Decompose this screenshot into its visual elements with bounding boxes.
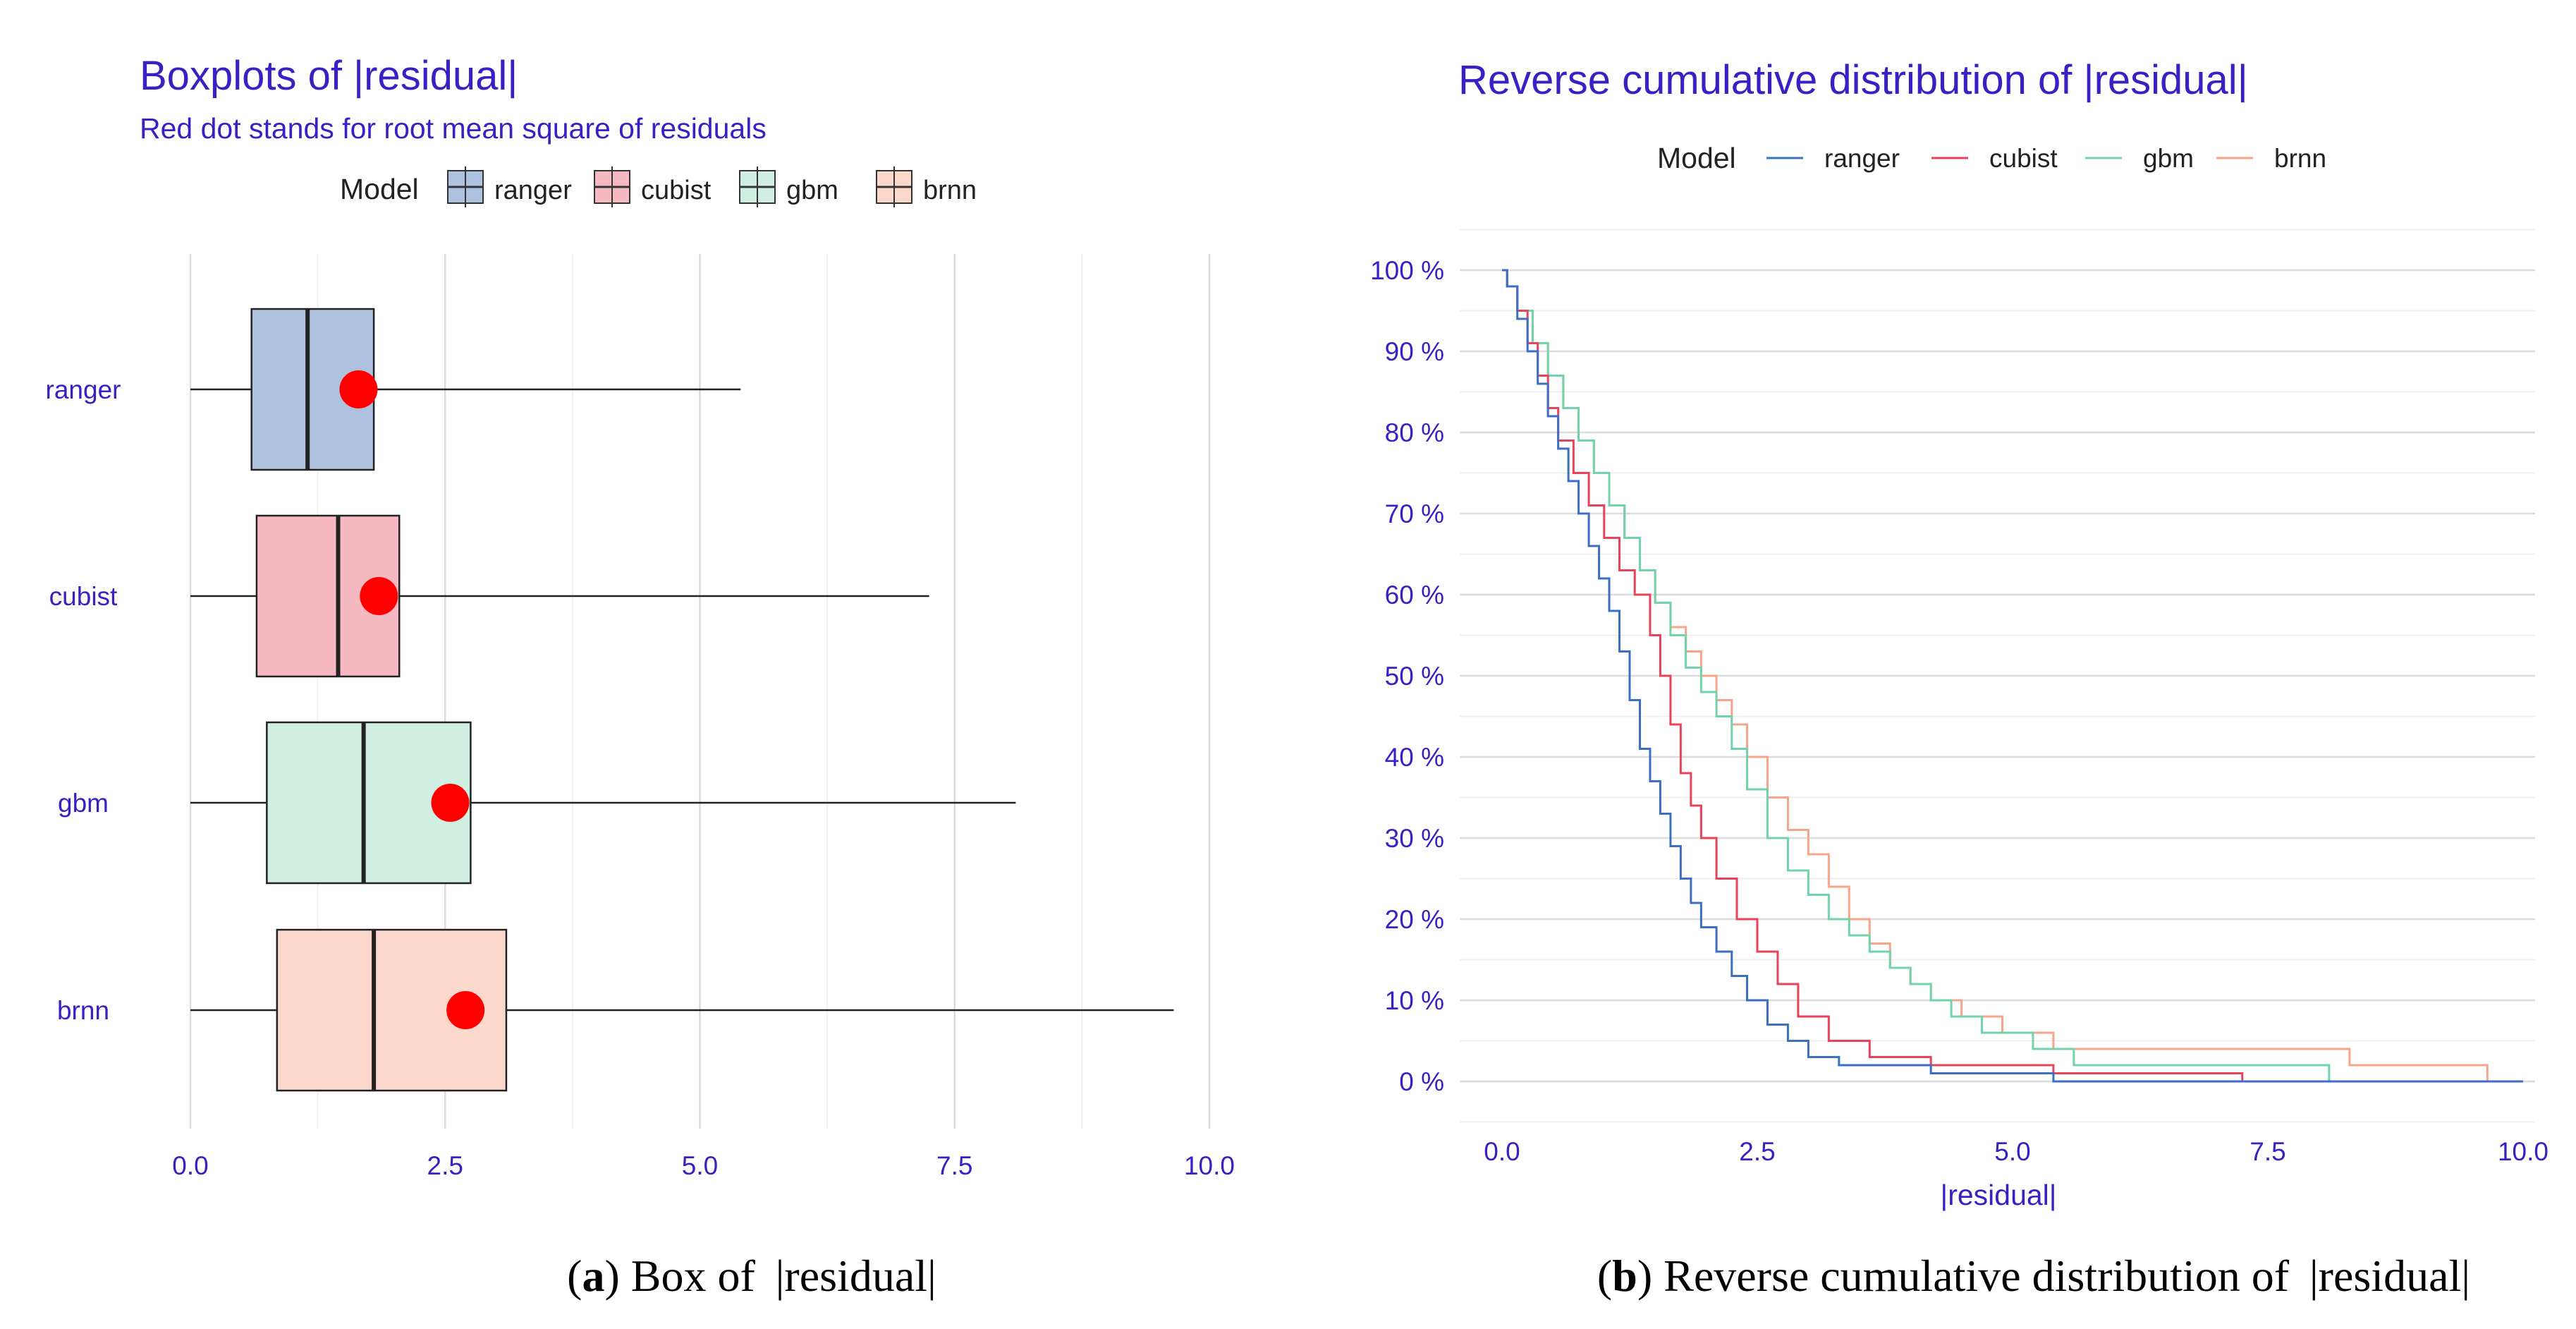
ecdf-x-axis-label: |residual|: [1941, 1179, 2057, 1211]
boxplot-panel: Boxplots of |residual| Red dot stands fo…: [46, 53, 1235, 1301]
legend-label-ranger: ranger: [494, 176, 572, 205]
boxplot-plot-area: 0.0 2.5 5.0 7.5 10.0 ranger cubist gbm brnn: [46, 254, 1235, 1180]
x-tick-label: 0.0: [1484, 1137, 1520, 1166]
caption-text: ) Box of |residual|: [604, 1251, 936, 1301]
series-line-ranger: [1502, 269, 2523, 1083]
y-tick-label-gbm: gbm: [58, 789, 109, 818]
rmse-dot-brnn: [446, 991, 485, 1029]
boxplot-subtitle: Red dot stands for root mean square of r…: [140, 112, 767, 145]
y-tick-label-brnn: brnn: [57, 996, 109, 1025]
x-tick-label: 5.0: [1994, 1137, 2030, 1166]
ecdf-legend: Model ranger cubist gbm brnn: [1657, 142, 2326, 174]
y-tick-label: 0 %: [1399, 1067, 1444, 1096]
caption-label: b: [1612, 1251, 1637, 1301]
legend-title: Model: [1657, 142, 1736, 174]
ecdf-title: Reverse cumulative distribution of |resi…: [1458, 57, 2248, 103]
x-tick-label: 0.0: [172, 1151, 208, 1180]
x-tick-label: 5.0: [682, 1151, 718, 1180]
ecdf-plot-area: 0 % 10 % 20 % 30 % 40 % 50 % 60 % 70 % 80 % 90 % 1…: [1370, 229, 2548, 1166]
legend-label-gbm: gbm: [2143, 144, 2194, 173]
y-tick-label: 20 %: [1385, 905, 1444, 934]
boxplot-caption: (a) Box of |residual|: [567, 1251, 936, 1301]
x-tick-label: 10.0: [1184, 1151, 1235, 1180]
y-tick-label-cubist: cubist: [49, 582, 118, 611]
y-tick-label: 80 %: [1385, 418, 1444, 447]
y-tick-label: 30 %: [1385, 824, 1444, 853]
y-tick-label: 100 %: [1370, 256, 1444, 285]
legend-label-cubist: cubist: [641, 176, 712, 205]
series-line-gbm: [1502, 269, 2523, 1083]
x-tick-label: 7.5: [2250, 1137, 2285, 1166]
series-line-cubist: [1502, 269, 2523, 1083]
caption-text: ) Reverse cumulative distribution of |re…: [1637, 1251, 2470, 1301]
legend-label-brnn: brnn: [923, 176, 977, 205]
ecdf-panel: Reverse cumulative distribution of |resi…: [1370, 57, 2548, 1301]
y-tick-label: 70 %: [1385, 499, 1444, 528]
y-tick-label: 40 %: [1385, 743, 1444, 772]
y-tick-label: 50 %: [1385, 662, 1444, 691]
rmse-dot-gbm: [431, 784, 470, 822]
x-tick-label: 10.0: [2498, 1137, 2548, 1166]
legend-label-cubist: cubist: [1989, 144, 2058, 173]
caption-label: a: [582, 1251, 604, 1301]
rmse-dot-cubist: [360, 577, 398, 615]
legend-title: Model: [340, 173, 419, 205]
y-tick-label: 60 %: [1385, 581, 1444, 609]
legend-label-ranger: ranger: [1824, 144, 1900, 173]
legend-label-gbm: gbm: [786, 176, 838, 205]
rmse-dot-ranger: [339, 370, 378, 408]
x-tick-label: 2.5: [427, 1151, 463, 1180]
legend-label-brnn: brnn: [2274, 144, 2326, 173]
y-tick-label-ranger: ranger: [46, 375, 121, 404]
x-tick-label: 2.5: [1739, 1137, 1775, 1166]
boxplot-legend: Model ranger cubist gbm brnn: [340, 166, 977, 207]
boxplot-title: Boxplots of |residual|: [140, 53, 518, 99]
ecdf-caption: (b) Reverse cumulative distribution of |…: [1597, 1251, 2470, 1301]
y-tick-label: 90 %: [1385, 337, 1444, 366]
y-tick-label: 10 %: [1385, 986, 1444, 1015]
x-tick-label: 7.5: [936, 1151, 972, 1180]
